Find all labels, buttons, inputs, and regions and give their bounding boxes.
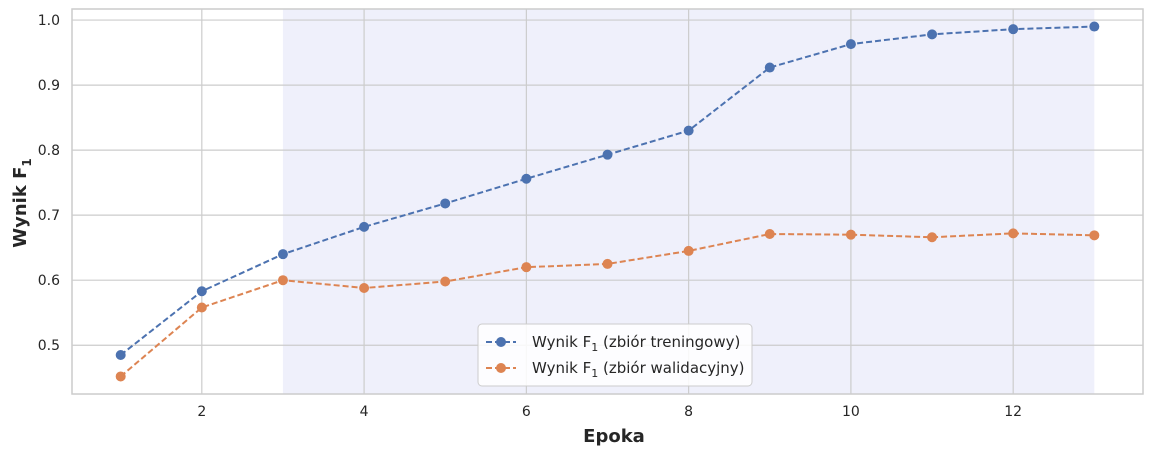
data-point bbox=[115, 371, 126, 382]
legend-label-train-prefix: Wynik F bbox=[532, 333, 591, 351]
x-tick-label: 6 bbox=[522, 404, 531, 420]
data-point bbox=[1089, 230, 1100, 241]
legend-label-train: Wynik F1 (zbiór treningowy) bbox=[532, 333, 740, 354]
data-point bbox=[683, 245, 694, 256]
data-point bbox=[440, 198, 451, 209]
data-point bbox=[196, 302, 207, 313]
y-axis-title-main: Wynik F bbox=[10, 167, 31, 248]
data-point bbox=[359, 221, 370, 232]
legend-label-validation-prefix: Wynik F bbox=[532, 359, 591, 377]
legend-label-train-subscript: 1 bbox=[591, 341, 598, 354]
x-tick-label: 8 bbox=[684, 404, 693, 420]
data-point bbox=[521, 262, 532, 273]
data-point bbox=[277, 249, 288, 260]
y-tick-label: 0.8 bbox=[38, 143, 60, 159]
data-point bbox=[602, 258, 613, 269]
data-point bbox=[277, 275, 288, 286]
legend-label-train-suffix: (zbiór treningowy) bbox=[598, 333, 740, 351]
series-layer bbox=[115, 21, 1100, 382]
data-point bbox=[1008, 24, 1019, 35]
legend-entry-validation: Wynik F1 (zbiór walidacyjny) bbox=[486, 359, 745, 380]
x-tick-label: 12 bbox=[1004, 404, 1022, 420]
data-point bbox=[602, 149, 613, 160]
legend-label-validation-subscript: 1 bbox=[591, 367, 598, 380]
data-point bbox=[196, 286, 207, 297]
data-point bbox=[845, 229, 856, 240]
legend-marker-train bbox=[496, 337, 506, 347]
x-tick-label: 10 bbox=[842, 404, 860, 420]
x-axis-title: Epoka bbox=[583, 426, 645, 447]
y-tick-label: 1.0 bbox=[38, 13, 60, 29]
data-point bbox=[927, 232, 938, 243]
data-point bbox=[359, 282, 370, 293]
data-point bbox=[764, 62, 775, 73]
y-axis-title-subscript: 1 bbox=[20, 158, 34, 166]
data-point bbox=[764, 229, 775, 240]
y-tick-label: 0.5 bbox=[38, 338, 60, 354]
x-tick-label: 2 bbox=[197, 404, 206, 420]
legend-entry-train: Wynik F1 (zbiór treningowy) bbox=[486, 333, 740, 354]
data-point bbox=[115, 349, 126, 360]
legend-box bbox=[477, 323, 753, 387]
plot-frame bbox=[71, 8, 1144, 395]
legend: Wynik F1 (zbiór treningowy) Wynik F1 (zb… bbox=[477, 323, 753, 387]
y-axis-ticks: 0.5 0.6 0.7 0.8 0.9 1.0 bbox=[38, 13, 60, 354]
x-axis-ticks: 2 4 6 8 10 12 bbox=[197, 404, 1022, 420]
x-tick-label: 4 bbox=[360, 404, 369, 420]
y-tick-label: 0.6 bbox=[38, 273, 60, 289]
data-point bbox=[683, 125, 694, 136]
data-point bbox=[1089, 21, 1100, 32]
data-point bbox=[1008, 228, 1019, 239]
legend-marker-validation bbox=[496, 363, 506, 373]
data-point bbox=[440, 276, 451, 287]
legend-label-validation: Wynik F1 (zbiór walidacyjny) bbox=[532, 359, 745, 380]
series-validation bbox=[115, 228, 1100, 382]
data-point bbox=[845, 39, 856, 50]
series-train bbox=[115, 21, 1100, 360]
y-tick-label: 0.7 bbox=[38, 208, 60, 224]
data-point bbox=[521, 173, 532, 184]
y-tick-label: 0.9 bbox=[38, 78, 60, 94]
legend-label-validation-suffix: (zbiór walidacyjny) bbox=[598, 359, 744, 377]
y-axis-title: Wynik F1 bbox=[10, 158, 34, 247]
data-point bbox=[927, 29, 938, 40]
